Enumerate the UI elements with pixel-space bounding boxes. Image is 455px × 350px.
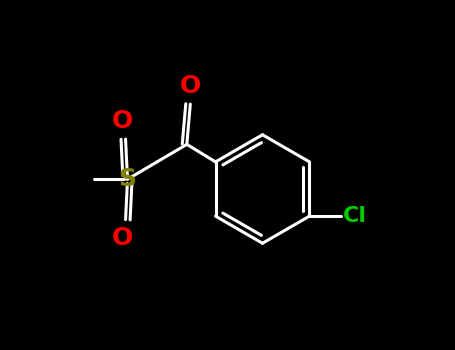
- Text: Cl: Cl: [343, 206, 367, 226]
- Text: O: O: [180, 74, 201, 98]
- Text: O: O: [112, 109, 133, 133]
- Text: S: S: [118, 167, 136, 191]
- Text: O: O: [112, 226, 133, 250]
